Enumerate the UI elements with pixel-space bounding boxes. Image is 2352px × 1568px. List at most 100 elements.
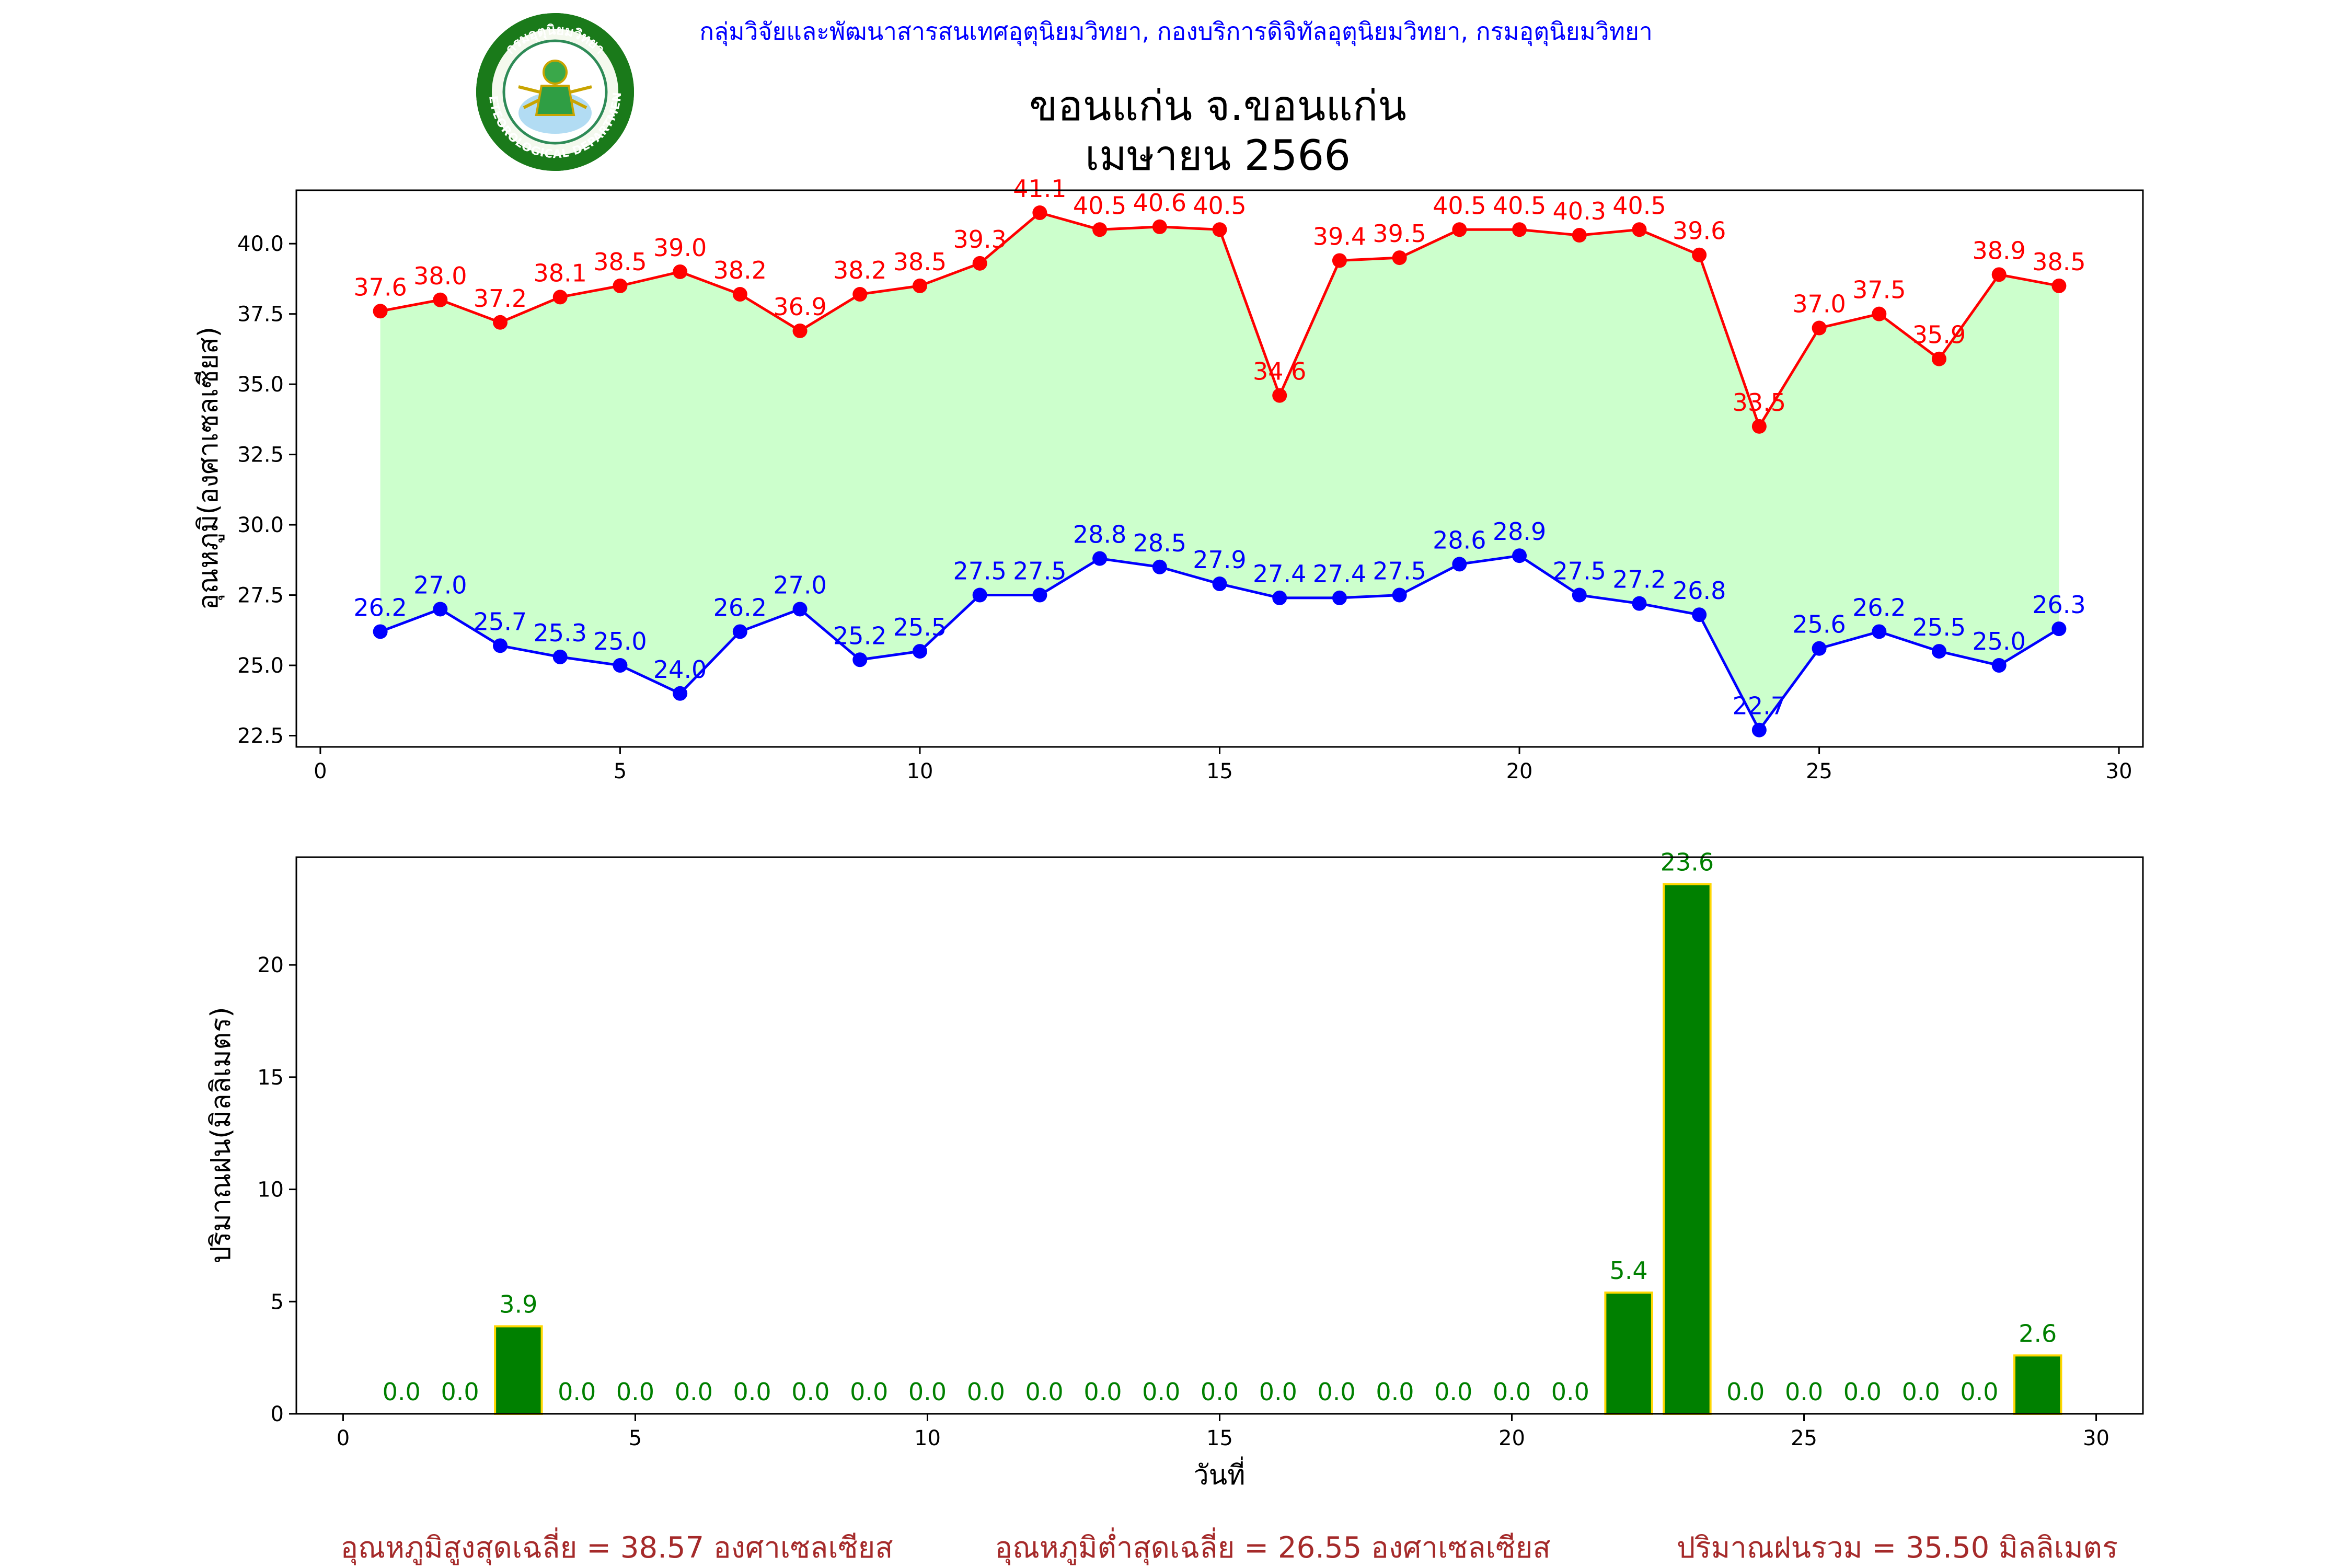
min-temperature-point — [972, 587, 987, 603]
min-temperature-data-label: 26.8 — [1673, 577, 1726, 605]
min-temperature-point — [912, 644, 927, 659]
min-temperature-point — [1692, 607, 1707, 622]
summary-avg-max: อุณหภูมิสูงสุดเฉลี่ย = 38.57 องศาเซลเซีย… — [340, 1527, 893, 1565]
max-temperature-data-label: 38.9 — [1972, 236, 2025, 264]
max-temperature-point — [1512, 222, 1527, 237]
rainfall-data-label: 0.0 — [1201, 1378, 1239, 1406]
max-temperature-data-label: 40.6 — [1133, 189, 1186, 217]
rainfall-data-label: 0.0 — [616, 1378, 654, 1406]
min-temperature-point — [1751, 722, 1767, 737]
temperature-x-tick-label: 0 — [314, 759, 327, 783]
temperature-y-tick-label: 30.0 — [237, 513, 284, 537]
rainfall-x-tick-label: 5 — [629, 1426, 642, 1450]
max-temperature-data-label: 36.9 — [773, 293, 826, 321]
max-temperature-data-label: 37.6 — [353, 273, 407, 301]
max-temperature-data-label: 37.0 — [1792, 290, 1846, 318]
rainfall-x-tick-label: 20 — [1498, 1426, 1525, 1450]
rainfall-y-tick-label: 10 — [257, 1178, 284, 1202]
min-temperature-point — [433, 602, 448, 617]
rainfall-bar — [494, 1325, 543, 1415]
max-temperature-data-label: 38.1 — [534, 259, 587, 287]
min-temperature-data-label: 26.3 — [2032, 591, 2085, 619]
max-temperature-data-label: 37.2 — [474, 284, 527, 313]
rainfall-data-label: 0.0 — [733, 1378, 771, 1406]
rainfall-data-label: 0.0 — [1142, 1378, 1180, 1406]
min-temperature-point — [1272, 590, 1287, 605]
rainfall-bar — [2013, 1354, 2062, 1415]
min-temperature-data-label: 26.2 — [713, 593, 767, 621]
rainfall-data-label: 0.0 — [1902, 1378, 1940, 1406]
rainfall-data-label: 5.4 — [1610, 1256, 1648, 1285]
max-temperature-point — [792, 323, 808, 338]
min-temperature-data-label: 27.5 — [953, 557, 1006, 585]
max-temperature-data-label: 38.2 — [713, 256, 767, 284]
max-temperature-point — [1152, 219, 1167, 234]
min-temperature-data-label: 25.3 — [534, 619, 587, 647]
max-temperature-data-label: 39.0 — [653, 234, 707, 262]
min-temperature-point — [493, 638, 508, 653]
rainfall-data-label: 0.0 — [908, 1378, 947, 1406]
rainfall-data-label: 2.6 — [2019, 1319, 2057, 1347]
min-temperature-data-label: 25.0 — [1972, 627, 2025, 655]
rainfall-data-label: 0.0 — [850, 1378, 888, 1406]
max-temperature-point — [1092, 222, 1108, 237]
max-temperature-point — [552, 290, 568, 305]
max-temperature-data-label: 40.5 — [1493, 191, 1546, 220]
rainfall-x-tick-label: 0 — [337, 1426, 350, 1450]
max-temperature-point — [1392, 250, 1407, 266]
max-temperature-data-label: 40.3 — [1553, 197, 1606, 225]
rainfall-data-label: 0.0 — [791, 1378, 829, 1406]
max-temperature-point — [972, 256, 987, 271]
min-temperature-data-label: 27.4 — [1313, 560, 1366, 588]
min-temperature-data-label: 25.7 — [474, 607, 527, 636]
max-temperature-data-label: 40.5 — [1612, 191, 1666, 220]
rainfall-data-label: 0.0 — [1726, 1378, 1765, 1406]
temperature-y-tick-label: 27.5 — [237, 584, 284, 608]
min-temperature-point — [792, 602, 808, 617]
max-temperature-point — [732, 287, 747, 302]
rainfall-y-tick-label: 0 — [271, 1402, 284, 1426]
max-temperature-data-label: 33.5 — [1733, 388, 1786, 417]
temperature-y-tick-label: 37.5 — [237, 303, 284, 327]
summary-total-rain: ปริมาณฝนรวม = 35.50 มิลลิเมตร — [1677, 1531, 2118, 1565]
max-temperature-point — [852, 287, 868, 302]
rainfall-chart: 0 5 10 15 20 25 30 0 5 10 15 20 0.0 0.0 3.9 0.0 0.0 0.0 0… — [205, 848, 2144, 1491]
min-temperature-data-label: 26.2 — [1852, 593, 1906, 621]
min-temperature-data-label: 25.2 — [833, 621, 886, 650]
rainfall-data-label: 0.0 — [383, 1378, 421, 1406]
max-temperature-point — [1032, 205, 1047, 221]
min-temperature-data-label: 26.2 — [353, 593, 407, 621]
max-temperature-point — [1332, 253, 1347, 268]
rainfall-y-tick-label: 15 — [257, 1066, 284, 1090]
min-temperature-point — [1332, 590, 1347, 605]
temperature-x-tick-label: 5 — [614, 759, 627, 783]
max-temperature-point — [1452, 222, 1467, 237]
max-temperature-point — [1572, 228, 1587, 243]
min-temperature-point — [373, 624, 388, 639]
temperature-plot-frame — [295, 189, 2144, 748]
min-temperature-point — [732, 624, 747, 639]
min-temperature-data-label: 27.9 — [1193, 546, 1246, 574]
max-temperature-data-label: 40.5 — [1433, 191, 1486, 220]
max-temperature-point — [613, 278, 628, 293]
max-temperature-data-label: 39.5 — [1373, 220, 1426, 248]
min-temperature-point — [1931, 644, 1946, 659]
max-temperature-data-label: 39.4 — [1313, 222, 1366, 250]
min-temperature-point — [1991, 658, 2007, 673]
min-temperature-point — [1092, 551, 1108, 566]
rainfall-data-label: 0.0 — [1785, 1378, 1823, 1406]
rainfall-x-axis-label: วันที่ — [1193, 1456, 1245, 1491]
max-temperature-point — [1692, 247, 1707, 262]
temperature-y-axis-label: อุณหภูมิ(องศาเซลเซียส) — [193, 327, 225, 610]
temperature-y-tick-label: 40.0 — [237, 232, 284, 256]
rainfall-data-label: 0.0 — [1843, 1378, 1882, 1406]
rainfall-bar — [1663, 883, 1712, 1415]
min-temperature-point — [1032, 587, 1047, 603]
rainfall-y-axis-label: ปริมาณฝน(มิลลิเมตร) — [205, 1007, 237, 1263]
min-temperature-data-label: 27.4 — [1253, 560, 1306, 588]
rainfall-data-label: 0.0 — [1318, 1378, 1356, 1406]
max-temperature-data-label: 39.3 — [953, 225, 1006, 253]
min-temperature-data-label: 25.0 — [593, 627, 647, 655]
max-temperature-data-label: 40.5 — [1073, 191, 1126, 220]
min-temperature-point — [1872, 624, 1887, 639]
